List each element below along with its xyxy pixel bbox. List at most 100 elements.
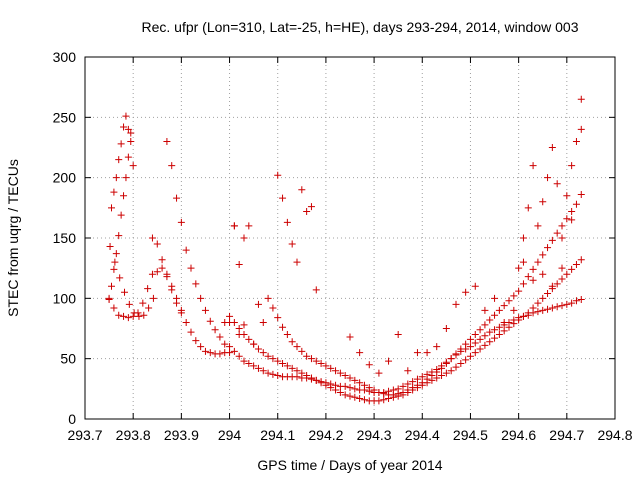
data-point [438,372,446,380]
data-point [544,244,552,252]
data-point [558,302,566,310]
y-tick-label: 250 [53,109,77,125]
data-points [105,95,585,405]
y-tick-label: 150 [53,230,77,246]
data-point [216,333,224,341]
data-point [515,287,523,295]
data-point [375,397,383,405]
x-tick-label: 294.2 [308,427,343,443]
data-point [235,325,243,332]
data-point [279,359,287,367]
data-point [245,222,253,230]
x-tick-label: 293.8 [116,427,151,443]
data-point [148,234,156,242]
data-point [216,350,224,358]
data-point [163,137,171,145]
data-point [500,302,508,310]
x-tick-label: 294.6 [501,427,536,443]
data-point [563,300,571,308]
data-point [346,374,354,382]
data-point [129,162,137,170]
data-point [307,203,315,211]
y-tick-label: 100 [53,290,77,306]
data-point [577,125,585,133]
data-point [380,396,388,404]
data-point [140,311,148,319]
data-point [124,125,132,133]
data-point [524,309,532,317]
data-point [539,306,547,314]
plot-frame [84,56,616,420]
data-point [568,162,576,170]
data-point [466,335,474,343]
data-point [365,361,373,369]
data-point [298,186,306,194]
data-point [197,294,205,302]
data-point [356,394,364,402]
data-point [577,296,585,304]
data-point [447,355,455,363]
data-point [134,309,142,317]
data-point [433,368,441,376]
data-point [380,390,388,398]
data-point [558,234,566,242]
data-point [404,380,412,388]
data-point [563,192,571,200]
data-point [568,299,576,307]
data-point [317,359,325,367]
data-point [168,162,176,170]
data-point [221,318,229,326]
data-point [394,331,402,339]
data-point [226,349,234,357]
data-point [563,215,571,223]
x-tick-label: 294.8 [597,427,632,443]
data-point [486,316,494,324]
data-point [312,357,320,365]
data-point [553,180,561,188]
data-point [201,347,209,355]
data-point [245,359,253,367]
x-tick-label: 294.1 [260,427,295,443]
data-point [312,376,320,384]
data-point [447,367,455,375]
data-point [303,207,311,215]
data-point [515,264,523,272]
data-point [466,352,474,360]
data-point [442,369,450,377]
data-point [158,264,166,272]
data-point [153,268,161,276]
data-point [120,312,128,320]
data-point [283,331,291,339]
data-point [240,234,248,242]
data-point [534,258,542,266]
data-point [534,308,542,316]
data-point [356,379,364,387]
data-point [452,350,460,358]
data-point [572,261,580,269]
data-point [293,258,301,266]
data-point [139,299,147,307]
data-point [553,303,561,311]
data-point [394,390,402,398]
data-point [519,312,527,320]
data-point [235,352,243,360]
data-point [534,222,542,230]
data-point [476,345,484,353]
data-point [341,382,349,390]
data-point [462,340,470,348]
data-point [360,396,368,404]
data-point [293,367,301,375]
data-point [399,382,407,390]
x-tick-label: 294.3 [357,427,392,443]
data-point [240,321,248,329]
data-point [452,363,460,371]
data-point [144,285,152,293]
data-point [360,381,368,389]
data-point [168,282,176,290]
data-point [558,222,566,230]
data-point [548,304,556,312]
data-point [264,352,272,360]
data-point [423,375,431,383]
data-point [346,384,354,392]
data-point [187,264,195,272]
